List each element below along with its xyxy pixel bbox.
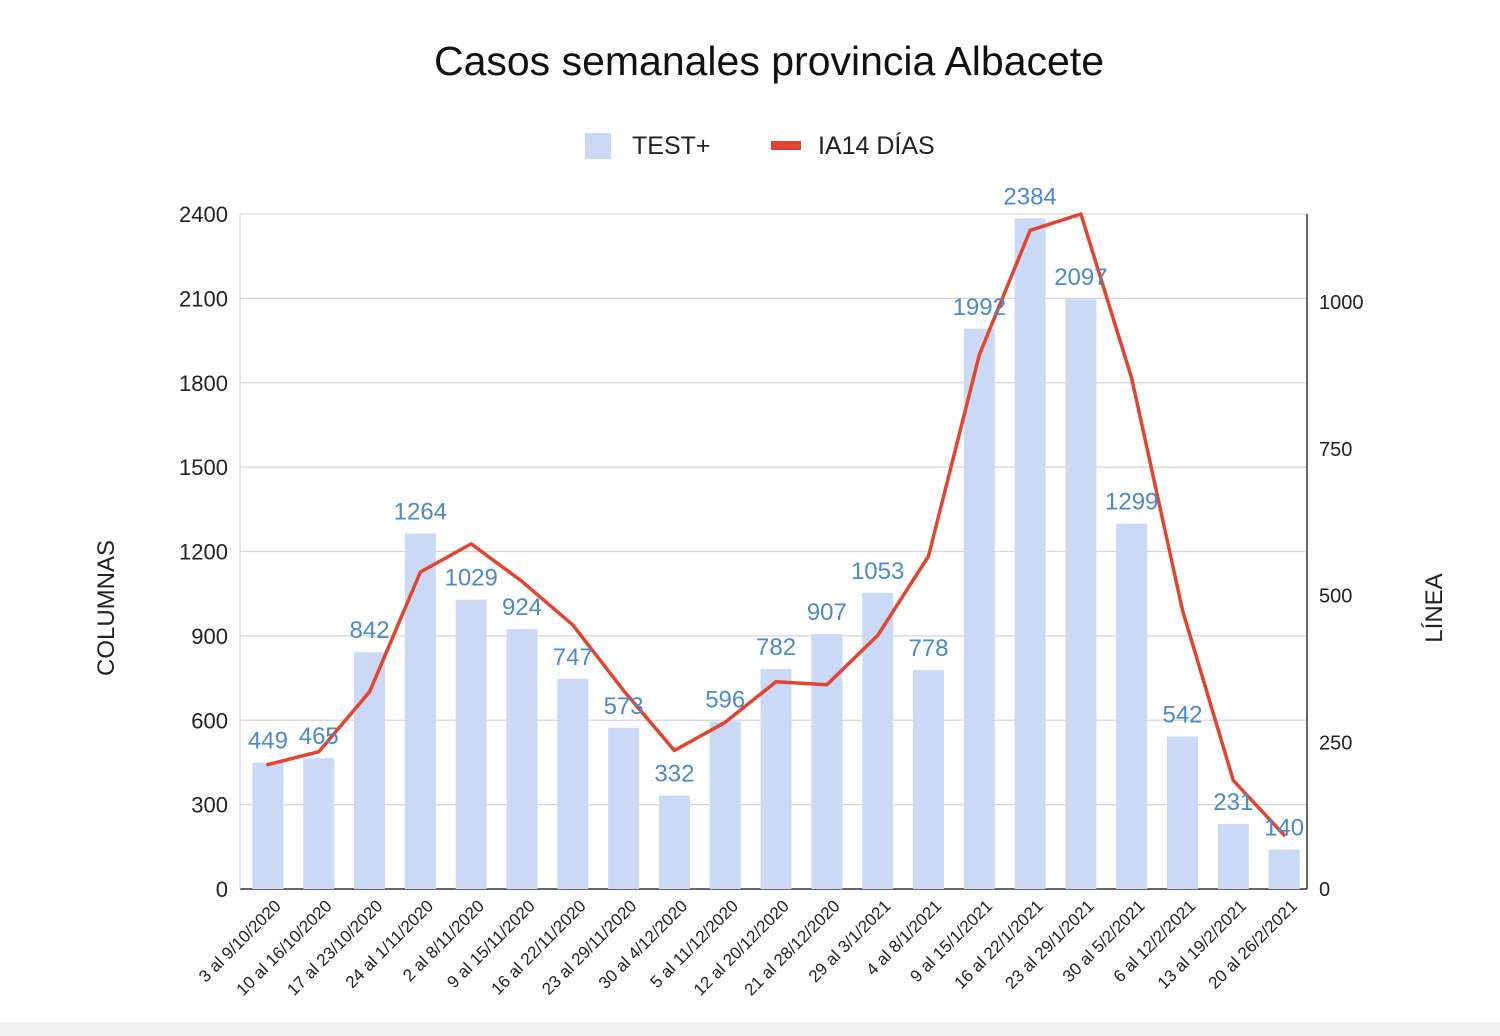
bar [912, 670, 944, 889]
left-tick-label: 1500 [179, 455, 228, 480]
data-label: 465 [299, 723, 339, 750]
bar [1116, 523, 1148, 889]
x-tick-label: 30 al 4/12/2020 [595, 896, 691, 992]
data-label: 542 [1162, 702, 1202, 729]
data-label: 332 [654, 761, 694, 788]
legend-swatch-ia14 [771, 141, 801, 150]
data-label: 231 [1213, 789, 1253, 816]
data-label: 140 [1264, 815, 1304, 842]
legend-label-ia14: IA14 DÍAS [818, 131, 935, 160]
x-tick-label: 5 al 11/12/2020 [647, 896, 742, 991]
right-axis-ticks: 0 250 500 750 1000 [1319, 292, 1364, 901]
x-tick-label: 23 al 29/1/2021 [1001, 896, 1097, 992]
bar [862, 592, 894, 889]
data-label: 596 [705, 686, 745, 713]
left-tick-label: 900 [191, 624, 228, 649]
bar [608, 727, 640, 889]
data-label: 1029 [444, 565, 497, 592]
x-tick-label: 20 al 26/2/2021 [1205, 896, 1301, 992]
legend: TEST+ IA14 DÍAS [585, 131, 935, 160]
bar [1014, 218, 1046, 889]
bar [1217, 824, 1249, 889]
left-axis-ticks: 0 300 600 900 1200 1500 1800 2100 2400 [179, 202, 228, 902]
data-label: 907 [807, 599, 847, 626]
legend-label-test: TEST+ [632, 132, 711, 160]
left-tick-label: 1800 [179, 371, 228, 396]
legend-swatch-test [585, 133, 611, 159]
data-label: 782 [756, 634, 796, 661]
data-label: 2384 [1003, 184, 1056, 211]
right-tick-label: 1000 [1319, 292, 1364, 314]
x-tick-label: 16 al 22/11/2020 [488, 896, 590, 998]
x-tick-label: 9 al 15/11/2020 [443, 896, 538, 991]
right-tick-label: 0 [1319, 879, 1330, 901]
x-tick-label: 13 al 19/2/2021 [1154, 896, 1250, 992]
data-label: 1264 [394, 499, 447, 526]
data-label: 449 [248, 728, 288, 755]
bar [963, 328, 995, 889]
chart-title: Casos semanales provincia Albacete [433, 38, 1105, 84]
data-label: 573 [604, 693, 644, 720]
bar [1268, 849, 1300, 889]
bar [252, 762, 284, 889]
left-tick-label: 600 [191, 708, 228, 733]
right-tick-label: 250 [1319, 732, 1352, 754]
bar [404, 533, 436, 889]
bar [1167, 736, 1199, 889]
x-tick-label: 24 al 1/11/2020 [342, 896, 437, 991]
x-tick-label: 16 al 22/1/2021 [951, 896, 1047, 992]
left-tick-label: 0 [216, 877, 228, 902]
right-tick-label: 500 [1319, 586, 1352, 608]
data-label: 842 [350, 617, 390, 644]
bar [760, 669, 792, 889]
data-label: 1992 [953, 294, 1006, 321]
left-axis-title: COLUMNAS [93, 540, 120, 676]
bar [506, 629, 538, 889]
data-label: 1053 [851, 558, 904, 585]
bar [1065, 299, 1097, 889]
data-label: 1299 [1105, 489, 1158, 516]
data-label: 924 [502, 594, 542, 621]
right-tick-label: 750 [1319, 439, 1352, 461]
bottom-bar [0, 1022, 1500, 1036]
data-label: 747 [553, 644, 593, 671]
bar [303, 758, 335, 889]
x-tick-label: 23 al 29/11/2020 [538, 896, 640, 998]
data-label: 778 [908, 635, 948, 662]
left-tick-label: 2400 [179, 202, 228, 227]
right-axis-title: LÍNEA [1421, 573, 1448, 642]
bar [709, 721, 741, 889]
left-tick-label: 300 [191, 793, 228, 818]
left-tick-label: 2100 [179, 286, 228, 311]
bar [658, 795, 690, 889]
bar-series [252, 218, 1300, 889]
ia14-line [266, 212, 1286, 837]
line-series [266, 212, 1286, 837]
bar [455, 599, 487, 889]
bar [557, 678, 589, 889]
data-label: 2097 [1054, 264, 1107, 291]
left-tick-label: 1200 [179, 540, 228, 565]
